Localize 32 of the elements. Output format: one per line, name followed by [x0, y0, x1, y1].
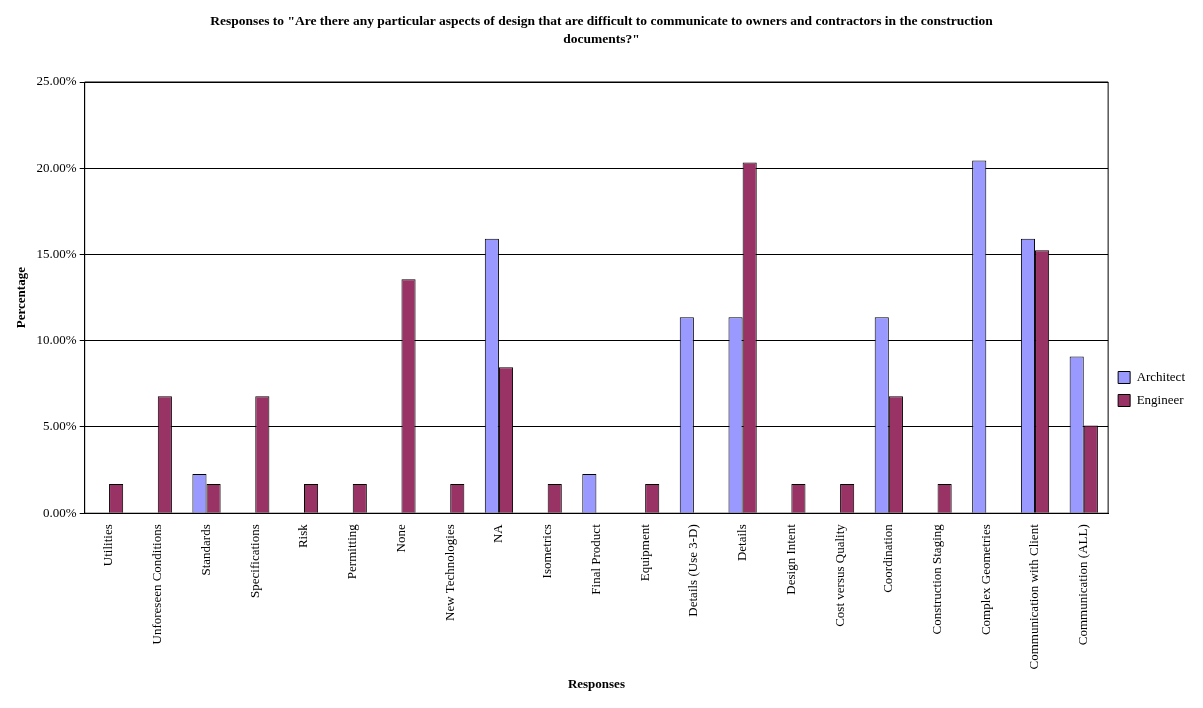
x-tick-label: Risk: [295, 523, 311, 549]
legend-label: Engineer: [1136, 391, 1185, 407]
x-tick-label: Final Product: [587, 523, 603, 595]
y-tick-label: 20.00%: [36, 159, 77, 175]
x-tick-label: Standards: [197, 524, 213, 576]
x-tick-label: Equipment: [636, 523, 652, 582]
y-axis-title: Percentage: [13, 266, 29, 329]
x-tick-label: Specifications: [246, 524, 262, 598]
x-tick-label: New Technologies: [441, 524, 457, 621]
x-tick-label: Coordination: [880, 523, 896, 593]
x-tick-label: Isometrics: [539, 524, 555, 579]
y-tick-label: 0.00%: [43, 504, 77, 520]
x-tick-label: Communication with Client: [1026, 523, 1042, 670]
x-tick-label: Unforeseen Conditions: [149, 524, 165, 645]
x-tick-label: Utilities: [100, 524, 116, 567]
chart-title: Responses to "Are there any particular aspects of design that are difficult to communicate to owners and contractors in the construction documents?": [209, 12, 994, 48]
x-tick-label: Details: [734, 524, 750, 562]
x-tick-label: NA: [490, 523, 506, 544]
x-tick-label: None: [392, 524, 408, 553]
x-axis-title: Responses: [567, 675, 625, 691]
x-tick-label: Cost versus Quality: [831, 523, 847, 627]
y-tick-label: 25.00%: [36, 73, 77, 89]
y-tick-label: 5.00%: [43, 418, 77, 434]
x-tick-label: Complex Geometries: [977, 524, 993, 636]
x-tick-label: Construction Staging: [928, 523, 944, 635]
x-tick-label: Design Intent: [782, 523, 798, 595]
x-tick-label: Permitting: [344, 523, 360, 580]
x-tick-label: Communication (ALL): [1075, 524, 1091, 646]
y-tick-label: 15.00%: [36, 245, 77, 261]
y-tick-label: 10.00%: [36, 332, 77, 348]
legend-label: Architect: [1136, 368, 1186, 384]
x-tick-label: Details (Use 3-D): [685, 524, 701, 617]
